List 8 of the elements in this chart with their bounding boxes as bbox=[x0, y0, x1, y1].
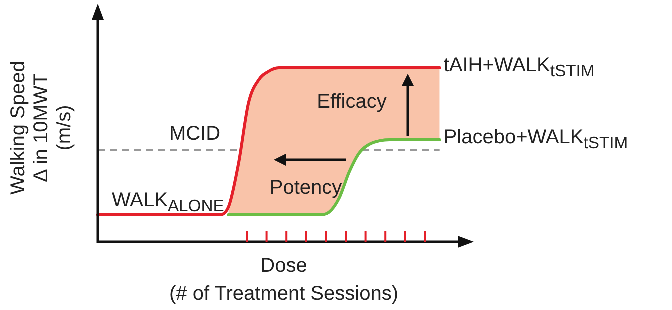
series-label: tAIH+WALK$_{tSTIM}$ bbox=[444, 54, 595, 81]
ref-line-label: MCID bbox=[169, 122, 221, 145]
x-axis-title: Dose (# of Treatment Sessions) bbox=[170, 254, 398, 307]
annotation: Efficacy bbox=[317, 91, 387, 113]
annotation: WALK$_{ALONE}$ bbox=[112, 190, 224, 216]
annotation: Potency bbox=[270, 177, 342, 199]
y-axis-title: Walking Speed Δ in 10MWT (m/s) bbox=[8, 61, 76, 195]
series-label: Placebo+WALK$_{tSTIM}$ bbox=[444, 126, 628, 153]
